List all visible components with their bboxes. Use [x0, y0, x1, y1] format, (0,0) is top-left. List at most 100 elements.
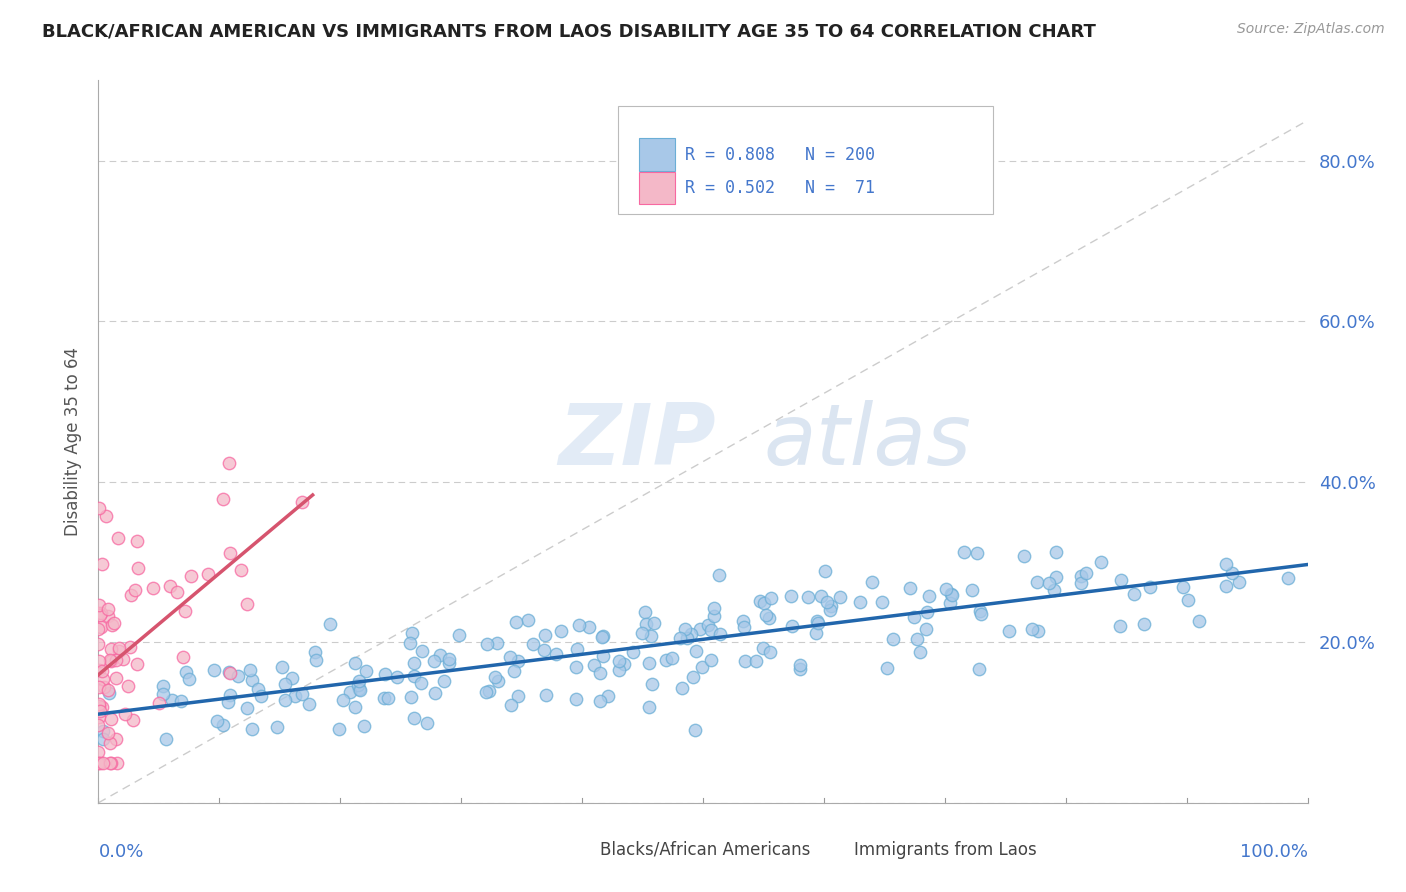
Point — [709, 627, 731, 641]
Point — [437, 657, 460, 671]
Point — [806, 614, 828, 628]
Point — [675, 623, 697, 637]
Point — [339, 685, 361, 699]
Point — [122, 713, 145, 727]
Point — [969, 607, 991, 621]
Point — [613, 657, 636, 672]
Point — [1070, 576, 1092, 591]
Point — [354, 664, 377, 678]
Point — [219, 689, 242, 703]
Point — [1014, 549, 1036, 564]
Point — [905, 632, 928, 646]
Point — [534, 688, 557, 702]
Point — [849, 595, 872, 609]
Point — [236, 597, 259, 611]
Point — [820, 599, 842, 614]
Point — [297, 697, 319, 711]
Point — [758, 611, 780, 625]
Point — [91, 731, 114, 746]
Point — [433, 673, 456, 688]
Point — [91, 672, 114, 686]
Point — [499, 698, 522, 712]
Point — [197, 567, 219, 582]
Point — [429, 648, 451, 662]
Point — [160, 693, 183, 707]
Point — [502, 664, 524, 678]
Point — [484, 670, 506, 684]
Point — [1215, 557, 1237, 571]
FancyBboxPatch shape — [619, 105, 993, 214]
Point — [1070, 569, 1092, 583]
Point — [676, 631, 699, 645]
Point — [124, 583, 146, 598]
Point — [607, 664, 630, 678]
Point — [87, 710, 110, 724]
Point — [876, 661, 898, 675]
Point — [159, 579, 181, 593]
Point — [97, 682, 120, 697]
Point — [806, 626, 828, 640]
Point — [707, 568, 730, 582]
Point — [638, 656, 661, 670]
Point — [374, 667, 396, 681]
Point — [155, 731, 177, 746]
Point — [550, 624, 572, 638]
Point — [966, 546, 988, 560]
Point — [91, 558, 114, 572]
Point — [87, 698, 110, 712]
Point — [437, 652, 460, 666]
Point — [173, 604, 195, 618]
Point — [755, 608, 778, 623]
Point — [87, 756, 110, 770]
Point — [1043, 583, 1066, 598]
Point — [97, 602, 120, 616]
Point — [702, 600, 724, 615]
Point — [94, 509, 117, 524]
Point — [120, 588, 142, 602]
Point — [506, 689, 529, 703]
Point — [533, 642, 555, 657]
Point — [97, 608, 120, 623]
Point — [789, 657, 811, 672]
Text: BLACK/AFRICAN AMERICAN VS IMMIGRANTS FROM LAOS DISABILITY AGE 35 TO 64 CORRELATI: BLACK/AFRICAN AMERICAN VS IMMIGRANTS FRO… — [42, 22, 1097, 40]
Point — [353, 719, 375, 733]
Point — [533, 628, 555, 642]
Point — [104, 731, 127, 746]
Point — [870, 595, 893, 609]
Point — [734, 654, 756, 668]
Point — [170, 694, 193, 708]
Point — [681, 627, 703, 641]
Point — [815, 595, 838, 609]
Point — [305, 653, 328, 667]
Point — [87, 718, 110, 732]
Point — [588, 665, 610, 680]
Point — [266, 720, 288, 734]
Point — [152, 679, 174, 693]
Point — [117, 679, 139, 693]
Point — [689, 622, 711, 636]
Point — [860, 575, 883, 590]
Point — [89, 704, 111, 718]
Point — [401, 626, 423, 640]
Point — [212, 491, 235, 506]
Point — [401, 690, 423, 705]
Point — [404, 656, 426, 670]
Point — [270, 660, 292, 674]
Point — [828, 590, 851, 604]
Point — [1188, 614, 1211, 628]
Point — [291, 495, 314, 509]
Point — [671, 681, 693, 695]
Point — [87, 622, 110, 636]
Point — [607, 654, 630, 668]
Bar — [558, 843, 588, 857]
Point — [703, 608, 725, 623]
Point — [733, 620, 755, 634]
Point — [567, 642, 589, 657]
Point — [953, 545, 976, 559]
Point — [1122, 587, 1144, 601]
Bar — [638, 138, 675, 171]
Bar — [811, 843, 842, 857]
Point — [239, 663, 262, 677]
Point — [1177, 592, 1199, 607]
Point — [517, 613, 540, 627]
